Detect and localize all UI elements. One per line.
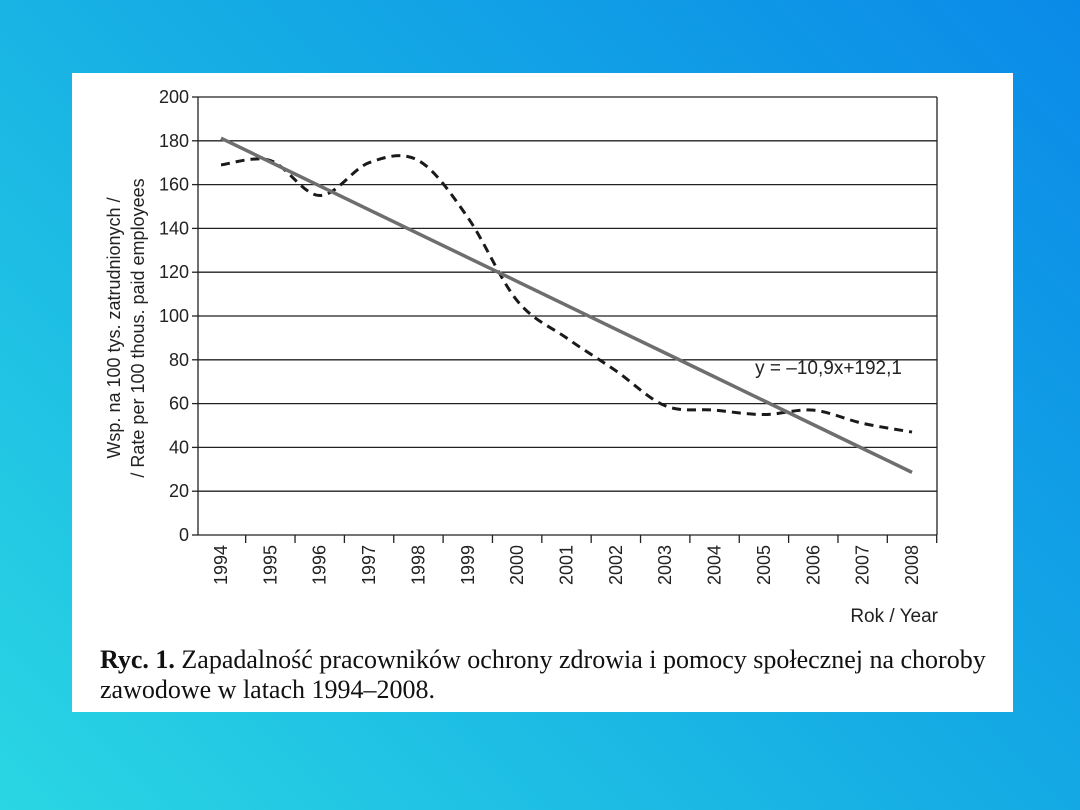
series-line-incidence	[220, 154, 913, 434]
x-tick-label: 2006	[803, 545, 823, 585]
y-tick-label: 200	[159, 87, 189, 107]
x-tick-label: 1997	[359, 545, 379, 585]
x-axis-label: Rok / Year	[850, 606, 938, 627]
y-tick-label: 0	[179, 525, 189, 545]
y-tick-label: 120	[159, 262, 189, 282]
trendline-equation: y = –10,9x+192,1	[755, 358, 902, 379]
x-tick-label: 2007	[853, 545, 873, 585]
figure-card: 0 20 40 60 80 100 120 140 160 180 200 1994 1995 1996 1…	[72, 73, 1013, 712]
series-line-trend	[220, 136, 913, 474]
y-tick-label: 160	[159, 175, 189, 195]
x-tick-label: 2000	[507, 545, 527, 585]
y-tick-label: 140	[159, 218, 189, 238]
y-tick-label: 80	[169, 350, 189, 370]
x-tick-label: 2008	[902, 545, 922, 585]
figure-caption: Ryc. 1. Zapadalność pracowników ochrony …	[100, 645, 1000, 705]
x-tick-label: 1998	[408, 545, 428, 585]
caption-label: Ryc. 1.	[100, 645, 175, 674]
y-tick-label: 40	[169, 437, 189, 457]
y-axis-label-line1: Wsp. na 100 tys. zatrudnionych /	[104, 197, 124, 458]
y-tick-label: 100	[159, 306, 189, 326]
y-tick-label: 60	[169, 394, 189, 414]
x-tick-label: 2004	[705, 545, 725, 585]
y-axis-label-line2: / Rate per 100 thous. paid employees	[128, 178, 148, 477]
caption-text: Zapadalność pracowników ochrony zdrowia …	[100, 645, 986, 704]
x-tick-label: 1994	[211, 545, 231, 585]
x-tick-label: 2003	[655, 545, 675, 585]
x-tick-label: 1996	[310, 545, 330, 585]
x-tick-label: 2005	[754, 545, 774, 585]
y-tick-label: 20	[169, 481, 189, 501]
line-chart: 0 20 40 60 80 100 120 140 160 180 200 1994 1995 1996 1…	[104, 87, 939, 627]
x-tick-label: 1999	[458, 545, 478, 585]
y-tick-label: 180	[159, 131, 189, 151]
x-tick-label: 2001	[557, 545, 577, 585]
x-tick-label: 1995	[260, 545, 280, 585]
x-tick-label: 2002	[606, 545, 626, 585]
